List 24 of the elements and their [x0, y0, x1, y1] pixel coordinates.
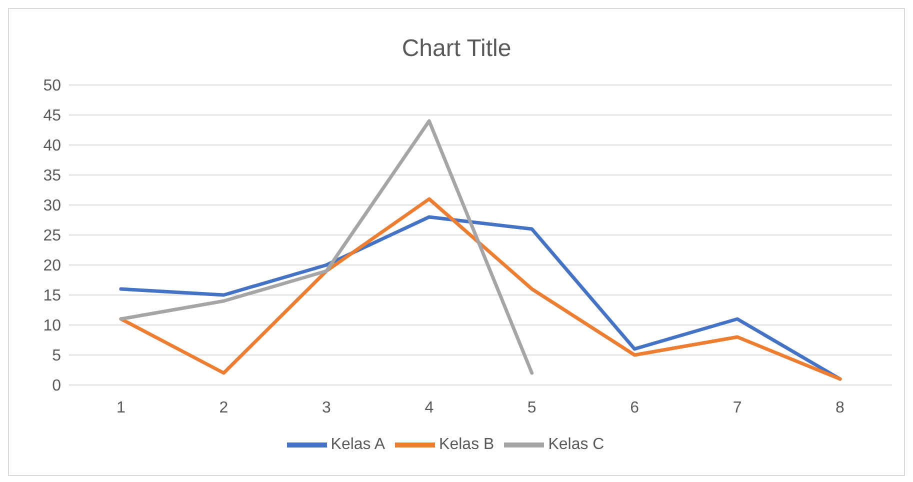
x-tick-label: 3 — [322, 399, 331, 416]
y-tick-label: 15 — [43, 288, 62, 305]
y-tick-label: 30 — [43, 198, 62, 215]
x-tick-label: 8 — [836, 399, 845, 416]
y-tick-label: 35 — [43, 168, 62, 185]
x-tick-label: 6 — [630, 399, 640, 416]
x-tick-label: 5 — [527, 399, 536, 416]
y-tick-label: 50 — [43, 78, 62, 95]
x-tick-label: 2 — [219, 399, 228, 416]
legend-label: Kelas A — [330, 436, 386, 454]
chart-title: Chart Title — [400, 35, 512, 64]
x-tick-label: 1 — [116, 399, 126, 416]
y-tick-label: 0 — [52, 378, 62, 395]
x-tick-label: 4 — [424, 399, 434, 416]
y-tick-label: 25 — [43, 228, 62, 245]
legend-label: Kelas C — [548, 436, 604, 454]
y-tick-label: 5 — [52, 348, 62, 365]
x-tick-label: 7 — [732, 399, 742, 416]
y-tick-label: 20 — [43, 258, 62, 275]
legend-label: Kelas B — [439, 436, 494, 454]
line-series — [119, 119, 534, 375]
y-tick-label: 10 — [43, 318, 62, 335]
y-tick-label: 40 — [43, 138, 62, 155]
y-tick-label: 45 — [43, 108, 62, 125]
